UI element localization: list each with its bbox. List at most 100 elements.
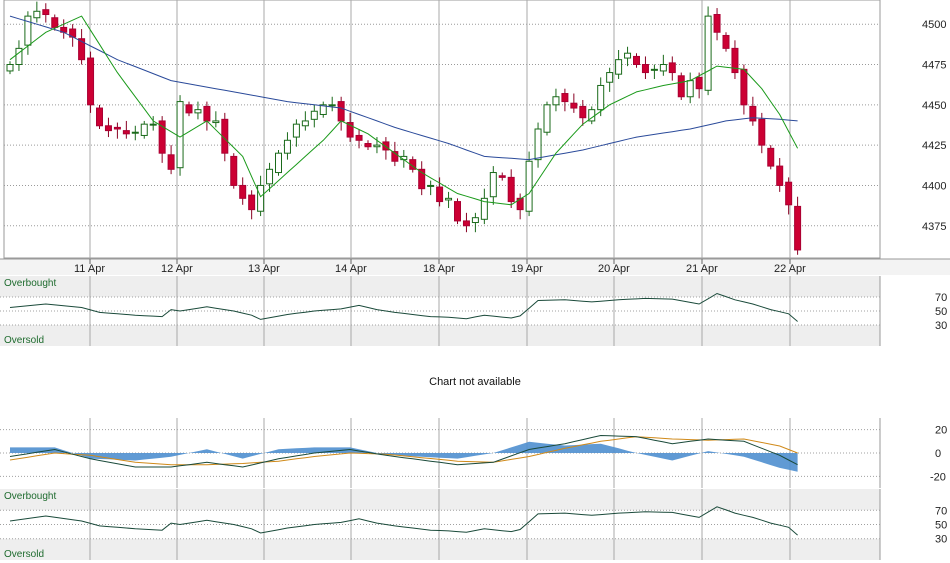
candle-body bbox=[176, 101, 184, 169]
candle-body bbox=[122, 130, 130, 135]
candle-body bbox=[203, 105, 211, 122]
candle-body bbox=[158, 120, 166, 154]
candle-body bbox=[740, 68, 748, 106]
candle-body bbox=[373, 144, 381, 148]
price-y-tick-label: 4400 bbox=[922, 180, 946, 192]
candle-body bbox=[534, 128, 542, 161]
macd-y-tick-label: 20 bbox=[935, 425, 947, 437]
rsi-lower-y-tick-label: 50 bbox=[935, 520, 947, 532]
candle-body bbox=[436, 186, 444, 203]
price-panel-frame bbox=[3, 0, 881, 259]
rsi-upper-y-tick-label: 70 bbox=[935, 292, 947, 304]
candle-body bbox=[194, 109, 202, 114]
x-axis-label: 21 Apr bbox=[686, 263, 718, 275]
candle-body bbox=[87, 57, 95, 106]
candle-body bbox=[561, 93, 569, 103]
candle-body bbox=[42, 9, 50, 16]
rsi-lower-y-tick-label: 70 bbox=[935, 505, 947, 517]
candle-body bbox=[149, 123, 157, 126]
candle-body bbox=[140, 123, 148, 136]
candle-body bbox=[462, 220, 470, 227]
candle-body bbox=[427, 184, 435, 187]
rsi-lower-neutral-band bbox=[0, 510, 880, 539]
candle-body bbox=[96, 107, 103, 127]
candle-body bbox=[722, 34, 730, 49]
chart-not-available-message: Chart not available bbox=[429, 376, 521, 388]
x-axis-label: 20 Apr bbox=[598, 263, 630, 275]
candle-body bbox=[6, 64, 14, 72]
price-y-tick-label: 4425 bbox=[922, 140, 946, 152]
candle-body bbox=[615, 59, 623, 75]
candle-body bbox=[301, 120, 309, 127]
candle-body bbox=[776, 165, 784, 186]
candle-body bbox=[185, 104, 193, 114]
candle-body bbox=[650, 68, 658, 71]
price-y-tick-label: 4475 bbox=[922, 60, 946, 72]
candle-body bbox=[794, 205, 802, 251]
macd-y-tick-label: -20 bbox=[930, 471, 946, 483]
candle-body bbox=[480, 197, 488, 220]
x-axis-label: 14 Apr bbox=[335, 263, 367, 275]
candle-body bbox=[328, 104, 336, 107]
candle-body bbox=[104, 125, 112, 132]
candle-body bbox=[713, 14, 721, 33]
candle-body bbox=[33, 10, 41, 19]
candle-body bbox=[364, 143, 372, 148]
candle-body bbox=[749, 105, 757, 122]
candle-body bbox=[498, 175, 506, 178]
candle-body bbox=[758, 118, 766, 146]
candlestick-series bbox=[6, 1, 802, 255]
rsi-upper-y-tick-label: 50 bbox=[935, 306, 947, 318]
candle-body bbox=[606, 72, 614, 83]
candle-body bbox=[266, 168, 274, 185]
candle-body bbox=[570, 102, 578, 109]
candle-body bbox=[113, 126, 121, 130]
candle-body bbox=[418, 168, 426, 190]
candle-body bbox=[24, 15, 32, 46]
candle-body bbox=[489, 172, 497, 198]
candle-body bbox=[15, 47, 23, 65]
candle-body bbox=[337, 101, 345, 122]
candle-body bbox=[731, 47, 739, 74]
candle-body bbox=[239, 184, 247, 199]
rsi-upper-oversold-band bbox=[0, 325, 880, 346]
candle-body bbox=[686, 80, 694, 98]
candle-body bbox=[445, 197, 453, 201]
candle-body bbox=[597, 84, 605, 111]
candle-body bbox=[78, 38, 86, 61]
rsi-lower-line bbox=[9, 506, 798, 536]
candle-body bbox=[552, 96, 560, 106]
x-axis-label: 11 Apr bbox=[74, 263, 105, 275]
rsi-lower-y-tick-label: 30 bbox=[935, 534, 947, 546]
candle-body bbox=[454, 201, 461, 222]
candle-body bbox=[507, 176, 515, 203]
candle-body bbox=[131, 131, 139, 134]
price-y-tick-label: 4450 bbox=[922, 100, 946, 112]
price-y-tick-label: 4500 bbox=[922, 19, 946, 31]
x-axis-label: 18 Apr bbox=[423, 263, 455, 275]
candle-body bbox=[668, 62, 676, 74]
candle-body bbox=[382, 141, 390, 151]
candle-body bbox=[624, 52, 632, 59]
rsi-lower-oversold-label: Oversold bbox=[4, 549, 44, 560]
rsi-lower-oversold-band bbox=[0, 538, 880, 560]
candle-body bbox=[391, 151, 399, 162]
macd-signal-line bbox=[9, 436, 798, 466]
x-axis-label: 12 Apr bbox=[161, 263, 193, 275]
rsi-upper-neutral-band bbox=[0, 297, 880, 325]
candle-body bbox=[167, 154, 175, 170]
candle-body bbox=[641, 64, 649, 74]
candle-body bbox=[319, 104, 327, 115]
candle-body bbox=[310, 110, 318, 120]
x-axis-label: 22 Apr bbox=[774, 263, 806, 275]
candle-body bbox=[677, 75, 685, 98]
rsi-upper-y-tick-label: 30 bbox=[935, 320, 947, 332]
macd-y-tick-label: 0 bbox=[935, 448, 941, 460]
candle-body bbox=[767, 147, 775, 167]
rsi-upper-oversold-label: Oversold bbox=[4, 335, 44, 346]
rsi-upper-overbought-band bbox=[0, 276, 880, 297]
candle-body bbox=[543, 104, 551, 133]
price-y-tick-label: 4375 bbox=[922, 221, 946, 233]
candle-body bbox=[525, 160, 533, 212]
